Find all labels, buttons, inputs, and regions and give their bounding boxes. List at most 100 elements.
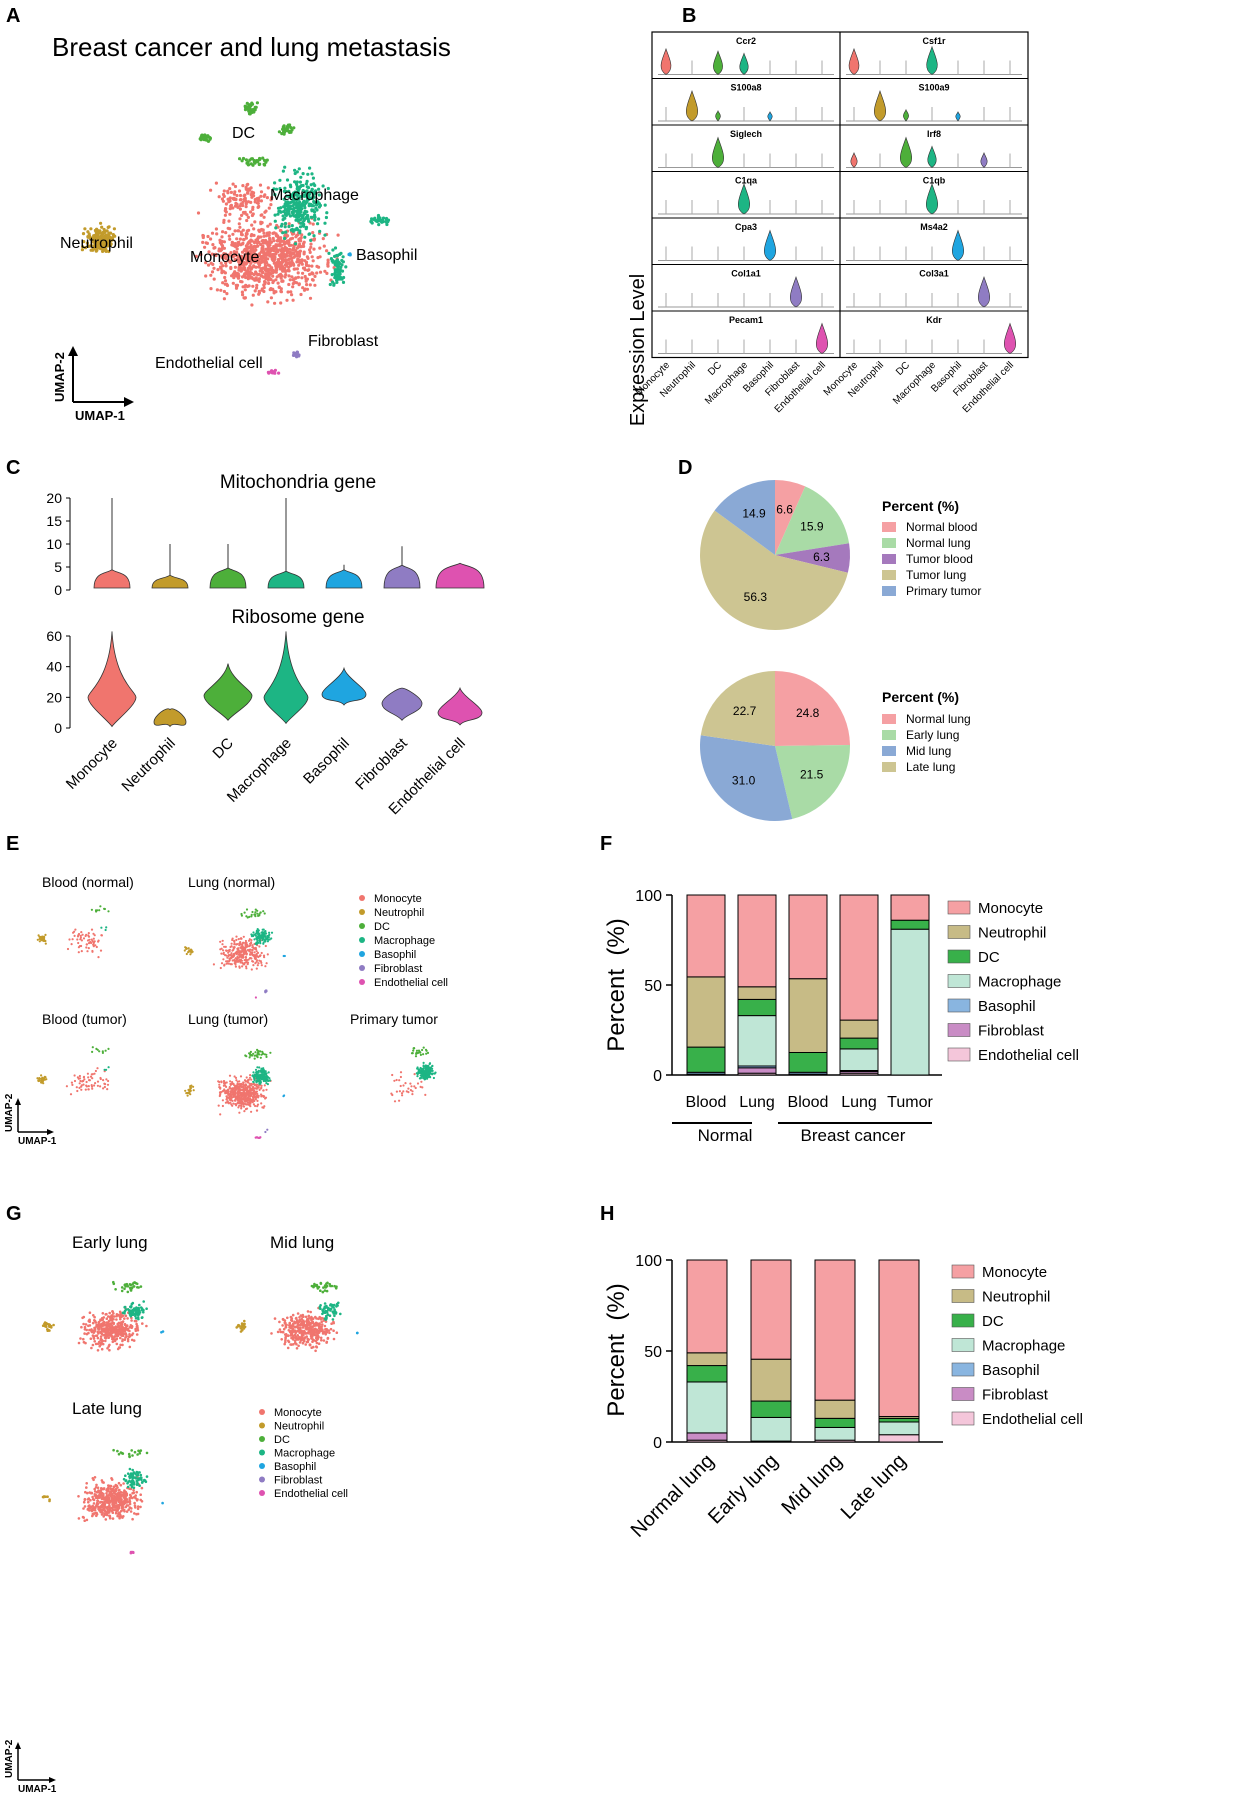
umap-point <box>309 202 313 207</box>
umap-point <box>84 1323 88 1326</box>
legend-swatch <box>947 1023 971 1037</box>
umap-point <box>85 1486 88 1489</box>
umap-point <box>217 1104 220 1107</box>
umap-point <box>239 232 244 237</box>
umap-point <box>255 1070 258 1074</box>
umap-point <box>286 123 290 127</box>
umap-point <box>254 253 258 257</box>
umap-point <box>310 209 314 213</box>
umap-point <box>263 934 266 937</box>
umap-point <box>256 1099 259 1102</box>
umap-point <box>101 247 105 251</box>
umap-point <box>246 182 250 186</box>
umap-point <box>107 1315 110 1318</box>
umap-point <box>145 1324 148 1328</box>
umap-point <box>260 256 264 260</box>
umap-point <box>326 1313 330 1316</box>
umap-point <box>218 1080 221 1084</box>
umap-point <box>260 213 264 217</box>
umap-point <box>230 942 233 945</box>
umap-point <box>203 245 207 249</box>
umap-point <box>97 939 100 942</box>
umap-point <box>262 286 266 290</box>
umap-point <box>235 935 238 938</box>
umap-point <box>313 183 317 188</box>
umap-point <box>314 1336 318 1340</box>
umap-point <box>96 1084 99 1087</box>
legend-label-primary-tumor: Primary tumor <box>906 584 981 598</box>
umap-point <box>257 1094 260 1097</box>
pie-value-label: 22.7 <box>733 704 757 718</box>
c-xtick-monocyte: Monocyte <box>63 735 121 793</box>
pie-value-label: 14.9 <box>742 507 766 521</box>
umap-point <box>256 1105 259 1108</box>
bar-seg-fibroblast-1 <box>737 1067 777 1074</box>
gene-label-pecam1: Pecam1 <box>729 315 763 325</box>
umap-point <box>289 126 293 130</box>
umap-point <box>93 237 97 241</box>
umap-point <box>111 1310 114 1313</box>
umap-point <box>123 1311 126 1314</box>
umap-point <box>291 285 295 289</box>
umap-point <box>298 1316 301 1319</box>
umap-point <box>331 280 335 284</box>
umap-point <box>297 167 301 171</box>
umap-point <box>399 1084 402 1088</box>
umap-point <box>257 289 261 293</box>
legend-swatch <box>882 762 896 772</box>
umap-point <box>243 1091 246 1094</box>
umap-point <box>107 1345 110 1348</box>
umap-point <box>104 233 108 237</box>
umap-point <box>370 217 374 221</box>
umap-point <box>279 276 283 280</box>
umap-point <box>284 273 288 277</box>
umap-point <box>131 1301 135 1305</box>
umap-point <box>260 1071 263 1074</box>
umap-point <box>259 960 262 963</box>
umap-point <box>83 1325 87 1329</box>
umap-point <box>309 1310 313 1314</box>
umap-point <box>187 951 190 954</box>
umap-point <box>41 939 44 942</box>
umap-point <box>219 948 222 951</box>
umap-point <box>301 172 305 176</box>
umap-point <box>312 200 316 204</box>
umap-point <box>85 1085 88 1088</box>
umap-point <box>419 1077 422 1080</box>
umap-point <box>139 1306 143 1309</box>
umap-point <box>244 1080 247 1083</box>
umap-point <box>255 283 259 287</box>
umap-point <box>238 1111 241 1114</box>
title-late-lung: Late lung <box>72 1399 142 1418</box>
violin-ccr2-0 <box>660 47 672 75</box>
umap-point <box>308 248 312 252</box>
umap-point <box>120 1334 124 1337</box>
umap-point <box>291 198 295 202</box>
umap-point <box>86 235 90 239</box>
umap-point <box>252 1082 255 1085</box>
umap-point <box>258 263 262 267</box>
umap-point <box>264 940 267 943</box>
umap-point <box>309 183 313 187</box>
umap-point <box>237 938 240 941</box>
umap-point <box>114 1332 118 1335</box>
umap-point <box>328 1331 331 1335</box>
umap-point <box>256 935 260 938</box>
umap-point <box>256 928 259 931</box>
umap-point <box>139 1285 143 1288</box>
umap-point <box>333 1303 336 1307</box>
umap-point <box>418 1050 421 1053</box>
umap-point <box>233 229 237 233</box>
umap-point <box>238 1083 241 1086</box>
umap-point <box>241 1085 244 1088</box>
umap-point <box>271 236 275 240</box>
umap-point <box>236 258 240 262</box>
umap-point <box>238 237 242 241</box>
umap-point <box>306 194 310 198</box>
umap-point <box>87 1331 90 1335</box>
umap-point <box>134 1317 138 1320</box>
umap-point <box>71 1083 74 1086</box>
umap-point <box>104 1329 108 1333</box>
umap-point <box>245 1076 248 1079</box>
umap-point <box>334 262 339 266</box>
